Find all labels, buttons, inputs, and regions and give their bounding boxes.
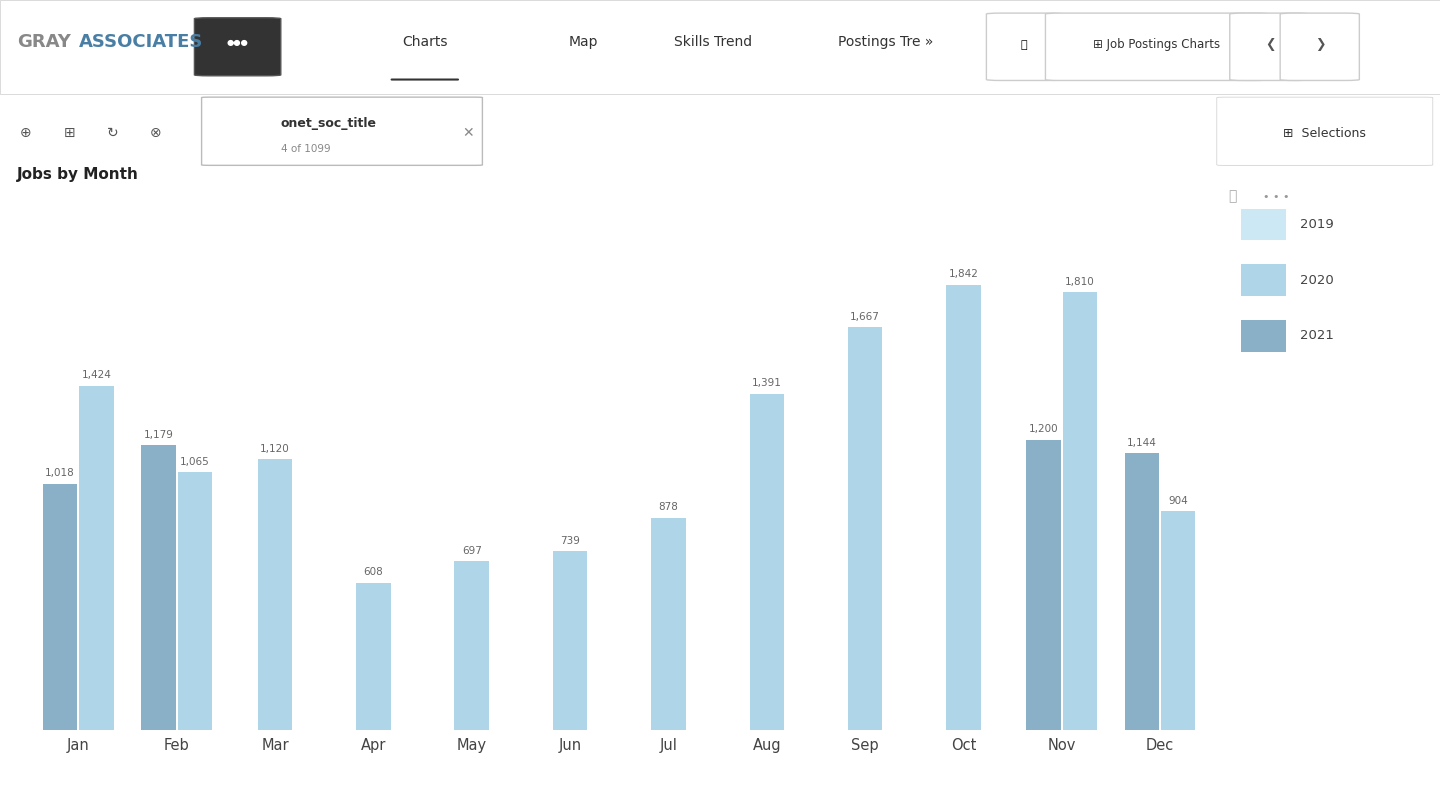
FancyBboxPatch shape — [194, 17, 281, 76]
Text: • • •: • • • — [1263, 192, 1289, 202]
Text: ⊗: ⊗ — [150, 126, 161, 140]
Text: ⊞ Job Postings Charts: ⊞ Job Postings Charts — [1093, 38, 1220, 52]
Text: 1,842: 1,842 — [949, 270, 978, 279]
Text: ⊕: ⊕ — [20, 126, 32, 140]
Bar — [141, 445, 176, 730]
Text: ASSOCIATES: ASSOCIATES — [79, 33, 203, 51]
Text: 1,120: 1,120 — [261, 444, 289, 454]
Text: Jobs by Month: Jobs by Month — [17, 167, 140, 182]
Bar — [1063, 293, 1097, 730]
Bar — [1027, 440, 1061, 730]
Text: 1,424: 1,424 — [82, 370, 111, 381]
Text: ●●●: ●●● — [226, 37, 249, 47]
Text: 878: 878 — [658, 502, 678, 512]
FancyBboxPatch shape — [1280, 13, 1359, 80]
Text: ⊞  Selections: ⊞ Selections — [1283, 127, 1367, 140]
Text: 904: 904 — [1168, 496, 1188, 506]
Bar — [1241, 264, 1286, 296]
Bar — [1161, 511, 1195, 730]
Text: Charts: Charts — [402, 35, 448, 49]
Text: 4 of 1099: 4 of 1099 — [281, 144, 330, 154]
FancyBboxPatch shape — [1230, 13, 1309, 80]
Text: GRAY: GRAY — [17, 33, 71, 51]
FancyBboxPatch shape — [1217, 97, 1433, 166]
Text: ❮: ❮ — [1264, 38, 1276, 52]
Bar — [79, 385, 114, 730]
Bar — [749, 393, 783, 730]
Bar — [1241, 209, 1286, 240]
Text: Postings Tre »: Postings Tre » — [838, 35, 933, 49]
FancyBboxPatch shape — [986, 13, 1063, 80]
Bar — [356, 583, 390, 730]
FancyBboxPatch shape — [1045, 13, 1269, 80]
Text: ↻: ↻ — [107, 126, 118, 140]
Text: 1,065: 1,065 — [180, 457, 210, 467]
Bar — [258, 459, 292, 730]
Text: Skills Trend: Skills Trend — [674, 35, 752, 49]
Text: 739: 739 — [560, 536, 580, 546]
Text: 1,200: 1,200 — [1028, 424, 1058, 435]
Text: 2019: 2019 — [1300, 218, 1333, 231]
Text: 1,144: 1,144 — [1128, 438, 1156, 448]
Text: 1,810: 1,810 — [1066, 277, 1094, 287]
Text: ⊞: ⊞ — [63, 126, 75, 140]
Bar — [1125, 454, 1159, 730]
Text: 697: 697 — [462, 546, 481, 556]
Text: 2020: 2020 — [1300, 274, 1333, 286]
Text: 1,391: 1,391 — [752, 378, 782, 389]
Bar — [553, 551, 588, 730]
Text: ❯: ❯ — [1315, 38, 1326, 52]
Bar — [455, 561, 490, 730]
Bar — [651, 518, 685, 730]
Text: ✕: ✕ — [462, 126, 474, 140]
Text: 608: 608 — [363, 568, 383, 577]
Bar — [43, 484, 78, 730]
Bar — [1241, 320, 1286, 351]
Text: ⤢: ⤢ — [1228, 189, 1237, 203]
Bar — [946, 285, 981, 730]
Bar — [177, 473, 212, 730]
Text: 1,179: 1,179 — [144, 430, 173, 439]
Text: 2021: 2021 — [1300, 329, 1333, 343]
Text: 🔖: 🔖 — [1021, 40, 1027, 50]
Bar — [848, 327, 883, 730]
Text: 1,667: 1,667 — [850, 312, 880, 322]
Text: Map: Map — [569, 35, 598, 49]
Text: 1,018: 1,018 — [45, 469, 75, 478]
FancyBboxPatch shape — [202, 97, 482, 166]
Text: onet_soc_title: onet_soc_title — [281, 117, 377, 130]
